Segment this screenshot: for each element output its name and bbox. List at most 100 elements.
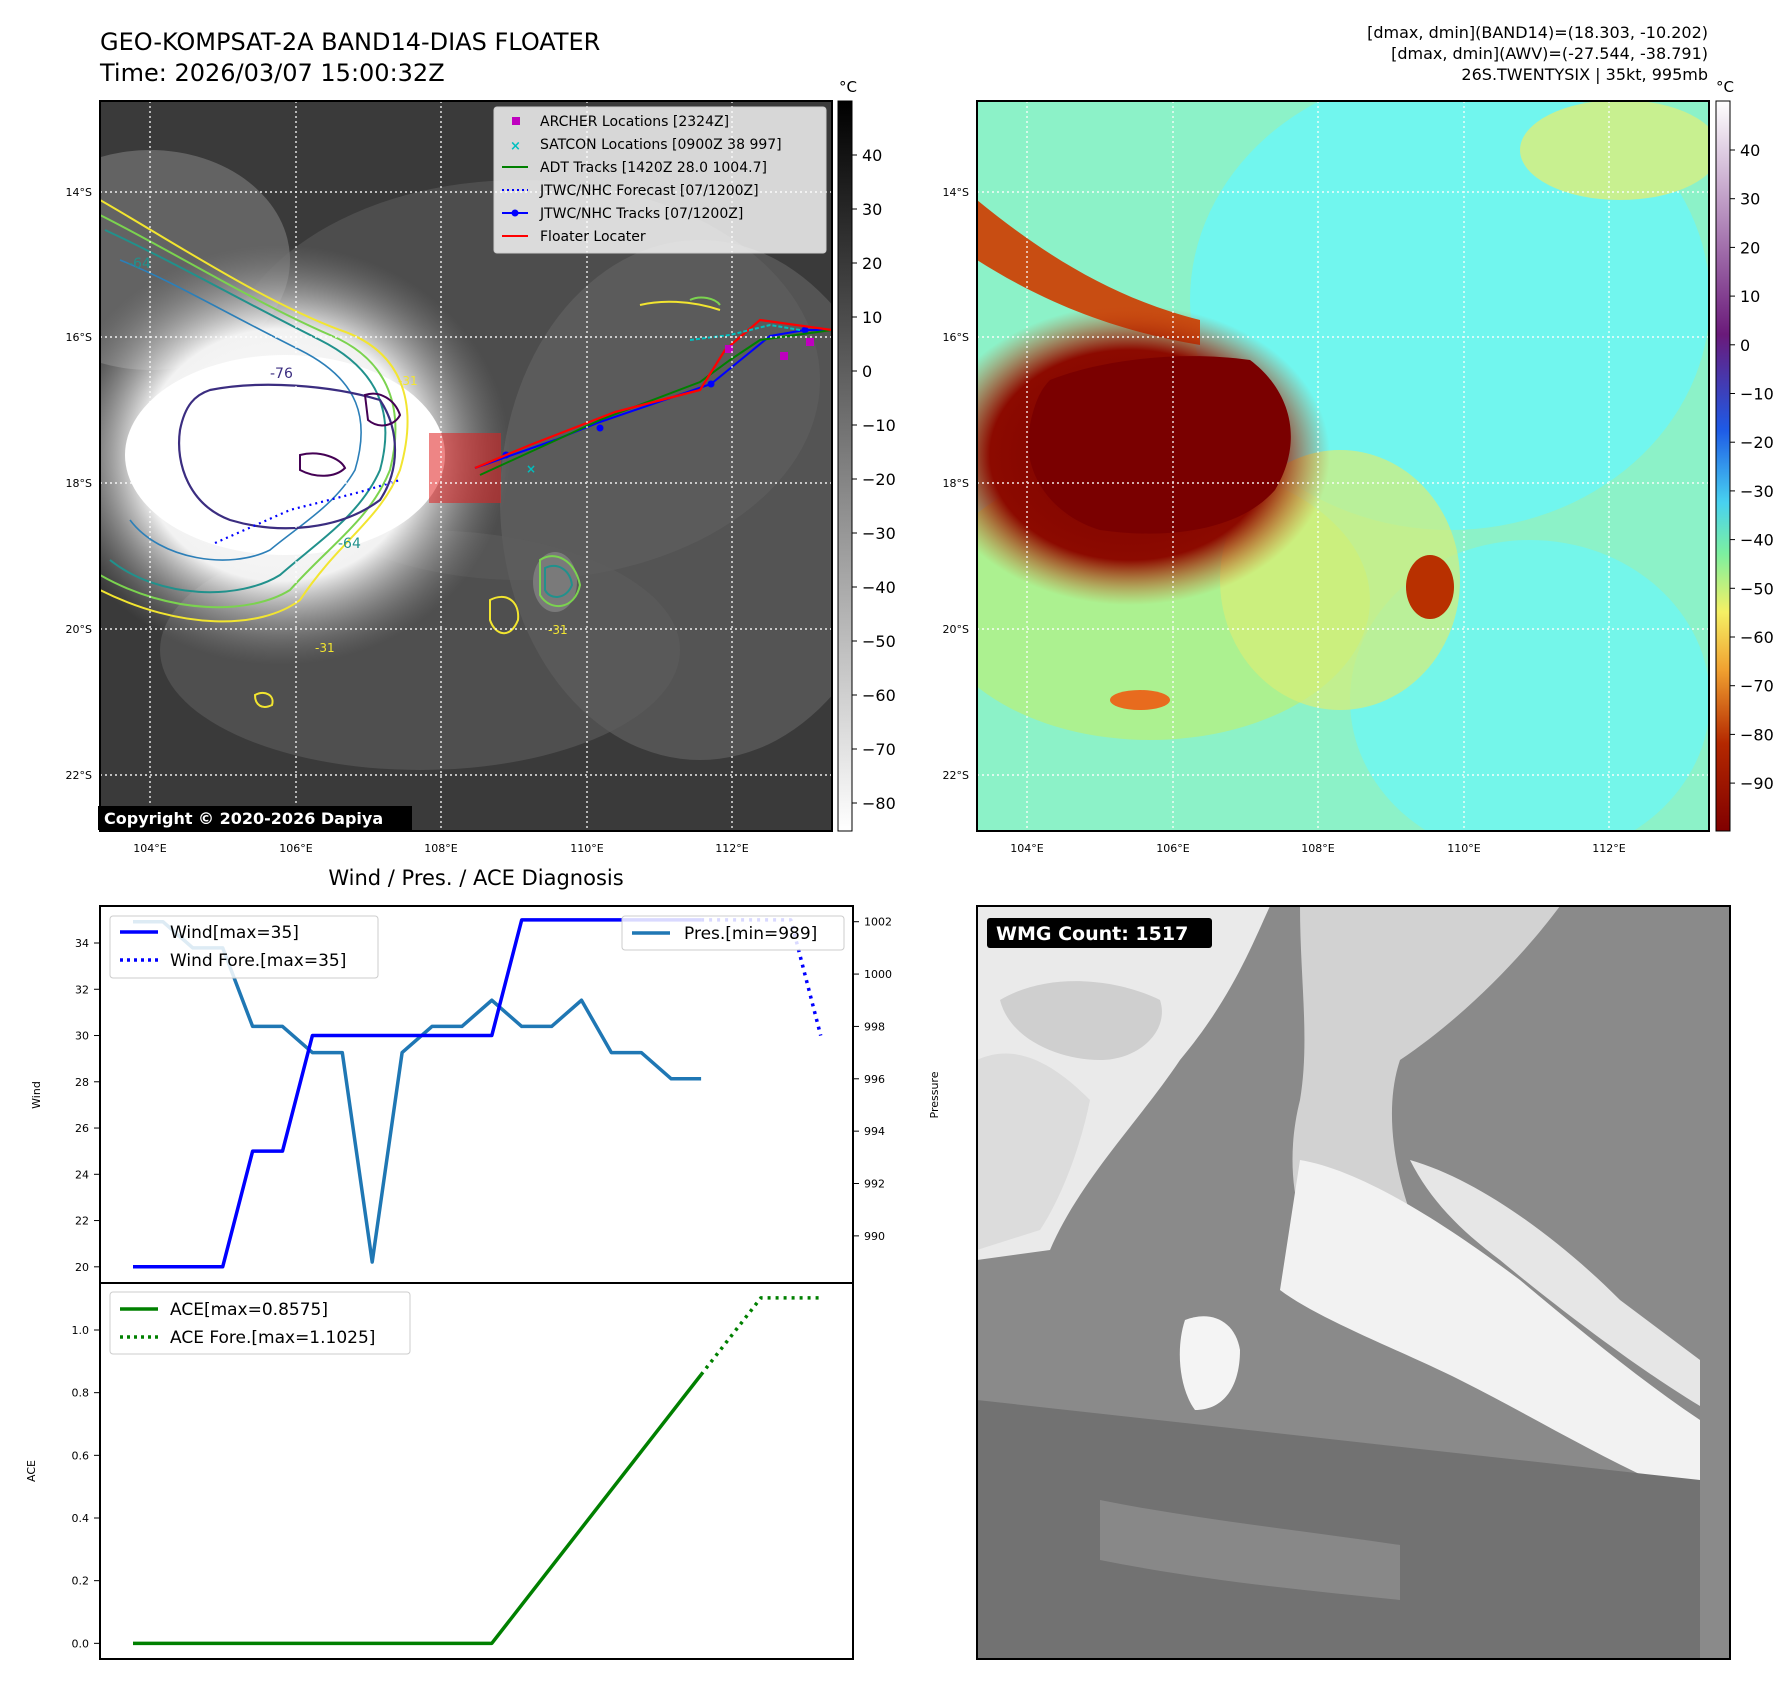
colorbar-tick-label: −50: [1740, 579, 1774, 598]
ace-series-line: [133, 1373, 703, 1646]
contour-label: -76: [270, 366, 293, 382]
axis-tick-label: 28: [75, 1076, 89, 1089]
colorbar-tick-label: 10: [1740, 287, 1760, 306]
pressure-ylabel: Pressure: [928, 1071, 941, 1118]
contour-label: -31: [398, 374, 418, 388]
lat-label: 22°S: [943, 769, 969, 782]
legend-marker-satcon: ×: [510, 139, 521, 154]
copyright-text: Copyright © 2020-2026 Dapiya: [104, 809, 383, 828]
axis-tick-label: 34: [75, 937, 89, 950]
copyright-box: [98, 806, 412, 830]
legend-label: Wind Fore.[max=35]: [170, 951, 346, 971]
axis-tick-label: 996: [864, 1073, 885, 1086]
contour-green: [100, 214, 397, 609]
colorbar-tick-label: −70: [1740, 677, 1774, 696]
wmg-count-label: WMG Count: 1517: [996, 923, 1188, 945]
contour-label: -64: [128, 256, 151, 272]
axis-tick-label: 20: [75, 1261, 89, 1274]
lon-label: 106°E: [1156, 842, 1189, 855]
colorbar-tick-label: −70: [862, 740, 896, 759]
colorbar-tick-label: −80: [862, 794, 896, 813]
axis-tick-label: 994: [864, 1125, 885, 1138]
axis-tick-label: 30: [75, 1030, 89, 1043]
wind-legend: Wind[max=35] Wind Fore.[max=35] Pres.[mi…: [109, 915, 845, 979]
lat-label: 14°S: [66, 186, 92, 199]
colorbar-tick-label: 10: [862, 308, 882, 327]
colorbar-tick-label: 30: [862, 200, 882, 219]
axis-tick-label: 998: [864, 1020, 885, 1033]
colorbar-tick-label: −10: [1740, 385, 1774, 404]
colorbar-tick-label: −40: [1740, 531, 1774, 550]
ace-forecast-series-line: [699, 1296, 821, 1376]
lat-label: 14°S: [943, 186, 969, 199]
contour-yellow: [100, 199, 409, 623]
lat-label: 18°S: [66, 477, 92, 490]
legend-label: SATCON Locations [0900Z 38 997]: [540, 137, 782, 153]
floater-box: [429, 433, 501, 503]
lon-label: 106°E: [279, 842, 312, 855]
axis-tick-label: 0.6: [72, 1449, 90, 1462]
legend-label: Floater Locater: [540, 229, 646, 245]
colorbar-tick-label: 30: [1740, 190, 1760, 209]
wind-pressure-panel: Wind / Pres. / ACE Diagnosis Wind Pressu…: [30, 866, 941, 1284]
legend-label: JTWC/NHC Tracks [07/1200Z]: [539, 206, 743, 222]
diagnosis-title: Wind / Pres. / ACE Diagnosis: [328, 866, 623, 890]
wind-ylabel: Wind: [30, 1081, 43, 1109]
lat-label: 20°S: [943, 623, 969, 636]
contour-purple: [178, 383, 396, 530]
axis-tick-label: 0.0: [72, 1637, 90, 1650]
colorbar-tick-label: −80: [1740, 725, 1774, 744]
axis-tick-label: 24: [75, 1168, 89, 1181]
axis-tick-label: 32: [75, 983, 89, 996]
axis-tick-label: 1000: [864, 968, 892, 981]
contour-teal: [104, 229, 387, 594]
axis-tick-label: 990: [864, 1230, 885, 1243]
ir-colorbar-unit: °C: [839, 78, 857, 96]
lon-label: 112°E: [1592, 842, 1625, 855]
bd-colorbar-unit: °C: [1716, 78, 1734, 96]
ace-panel: ACE 0.0 0.2 0.4 0.6 0.8 1.0 ACE[max=0.8575] A…: [25, 1282, 854, 1660]
lat-label: 16°S: [66, 331, 92, 344]
storm-info: 26S.TWENTYSIX | 35kt, 995mb: [1461, 65, 1708, 84]
figure-title: GEO-KOMPSAT-2A BAND14-DIAS FLOATER: [100, 28, 600, 56]
wind-series-line: [133, 918, 702, 1269]
wind-forecast-series-line: [701, 918, 823, 1036]
lat-label: 16°S: [943, 331, 969, 344]
legend-label: ARCHER Locations [2324Z]: [540, 114, 729, 130]
bd-map-panel: 14°S 16°S 18°S 20°S 22°S 104°E 106°E 108…: [943, 78, 1774, 855]
axis-tick-label: 1002: [864, 916, 892, 929]
lon-label: 108°E: [424, 842, 457, 855]
floater-locater-track: [474, 318, 832, 470]
axis-tick-label: 1.0: [72, 1324, 90, 1337]
bd-colorbar: °C 40 30 20 10 0 −10 −20 −30 −40 −50 −60 −70 −80 −90: [1715, 78, 1774, 832]
colorbar-tick-label: −10: [862, 416, 896, 435]
adt-track: [479, 329, 832, 476]
ir-map-panel: × -64 -76 -64 -31 -31 -31: [66, 78, 896, 855]
figure-time: Time: 2026/03/07 15:00:32Z: [99, 59, 445, 87]
ace-ylabel: ACE: [25, 1460, 38, 1482]
wmg-panel: WMG Count: 1517: [976, 905, 1731, 1660]
axis-tick-label: 26: [75, 1122, 89, 1135]
ir-legend: ARCHER Locations [2324Z] × SATCON Locati…: [493, 106, 827, 254]
contour-label: -64: [338, 536, 361, 552]
axis-tick-label: 22: [75, 1215, 89, 1228]
lat-label: 20°S: [66, 623, 92, 636]
legend-label: Pres.[min=989]: [684, 924, 817, 944]
colorbar-tick-label: −90: [1740, 774, 1774, 793]
wmg-count-box: [987, 918, 1212, 948]
svg-text:×: ×: [526, 462, 536, 476]
legend-label: ACE[max=0.8575]: [170, 1300, 328, 1320]
colorbar-tick-label: −60: [862, 686, 896, 705]
colorbar-tick-label: −40: [862, 578, 896, 597]
axis-tick-label: 0.2: [72, 1575, 90, 1588]
ir-colorbar: °C 40 30 20 10 0 −10 −20 −30 −40 −50 −60 −70 −80: [837, 78, 896, 832]
legend-label: JTWC/NHC Forecast [07/1200Z]: [539, 183, 759, 199]
colorbar-tick-label: 0: [1740, 336, 1750, 355]
legend-label: Wind[max=35]: [170, 923, 299, 943]
axis-tick-label: 992: [864, 1178, 885, 1191]
jtwc-forecast-track: [214, 478, 401, 545]
dmax-band14: [dmax, dmin](BAND14)=(18.303, -10.202): [1367, 23, 1708, 42]
contour-label: -31: [548, 623, 568, 637]
lon-label: 104°E: [1010, 842, 1043, 855]
colorbar-tick-label: −20: [862, 470, 896, 489]
